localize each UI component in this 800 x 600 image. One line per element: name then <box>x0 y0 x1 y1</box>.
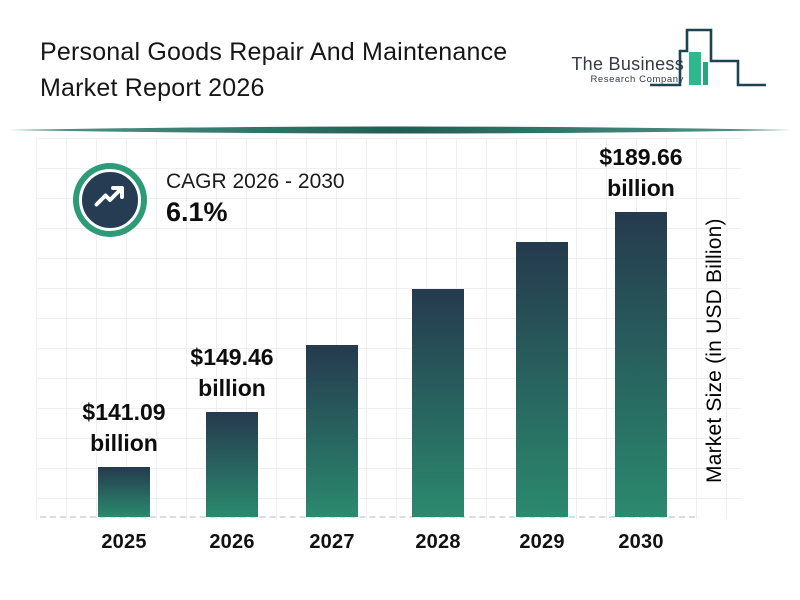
logo-bars-icon <box>650 28 766 87</box>
x-axis-label-2030: 2030 <box>618 531 664 553</box>
x-axis-label-2025: 2025 <box>101 531 147 553</box>
cagr-value: 6.1% <box>166 197 228 227</box>
bar-2026 <box>206 412 258 517</box>
logo-subname: Research Company <box>590 74 684 85</box>
bar-2029 <box>516 242 568 517</box>
trending-up-icon <box>94 186 124 207</box>
x-axis-label-2027: 2027 <box>309 531 355 553</box>
x-axis-label-2028: 2028 <box>415 531 461 553</box>
bar-2025 <box>98 467 150 517</box>
bar-value-label-2030: $189.66 billion <box>599 144 683 201</box>
cagr-badge <box>79 169 141 231</box>
y-axis-label: Market Size (in USD Billion) <box>703 218 726 484</box>
bar-2030 <box>615 212 667 517</box>
x-axis-label-2026: 2026 <box>209 531 255 553</box>
logo-name: The Business <box>571 54 684 74</box>
cagr-period-label: CAGR 2026 - 2030 <box>166 170 345 193</box>
bar-value-label-2025: $141.09 billion <box>82 399 166 456</box>
company-logo: The Business Research Company <box>556 26 770 114</box>
page-title: Personal Goods Repair And Maintenance Ma… <box>40 34 580 106</box>
company-logo-text: The Business Research Company <box>556 54 684 85</box>
chart-baseline <box>40 516 695 518</box>
bar-value-label-2026: $149.46 billion <box>190 344 274 401</box>
page-title-line1: Personal Goods Repair And Maintenance <box>40 38 508 66</box>
bar-2027 <box>306 345 358 517</box>
x-axis-label-2029: 2029 <box>519 531 565 553</box>
page-title-line2: Market Report 2026 <box>40 74 265 102</box>
header-divider <box>8 126 792 134</box>
bar-2028 <box>412 289 464 517</box>
